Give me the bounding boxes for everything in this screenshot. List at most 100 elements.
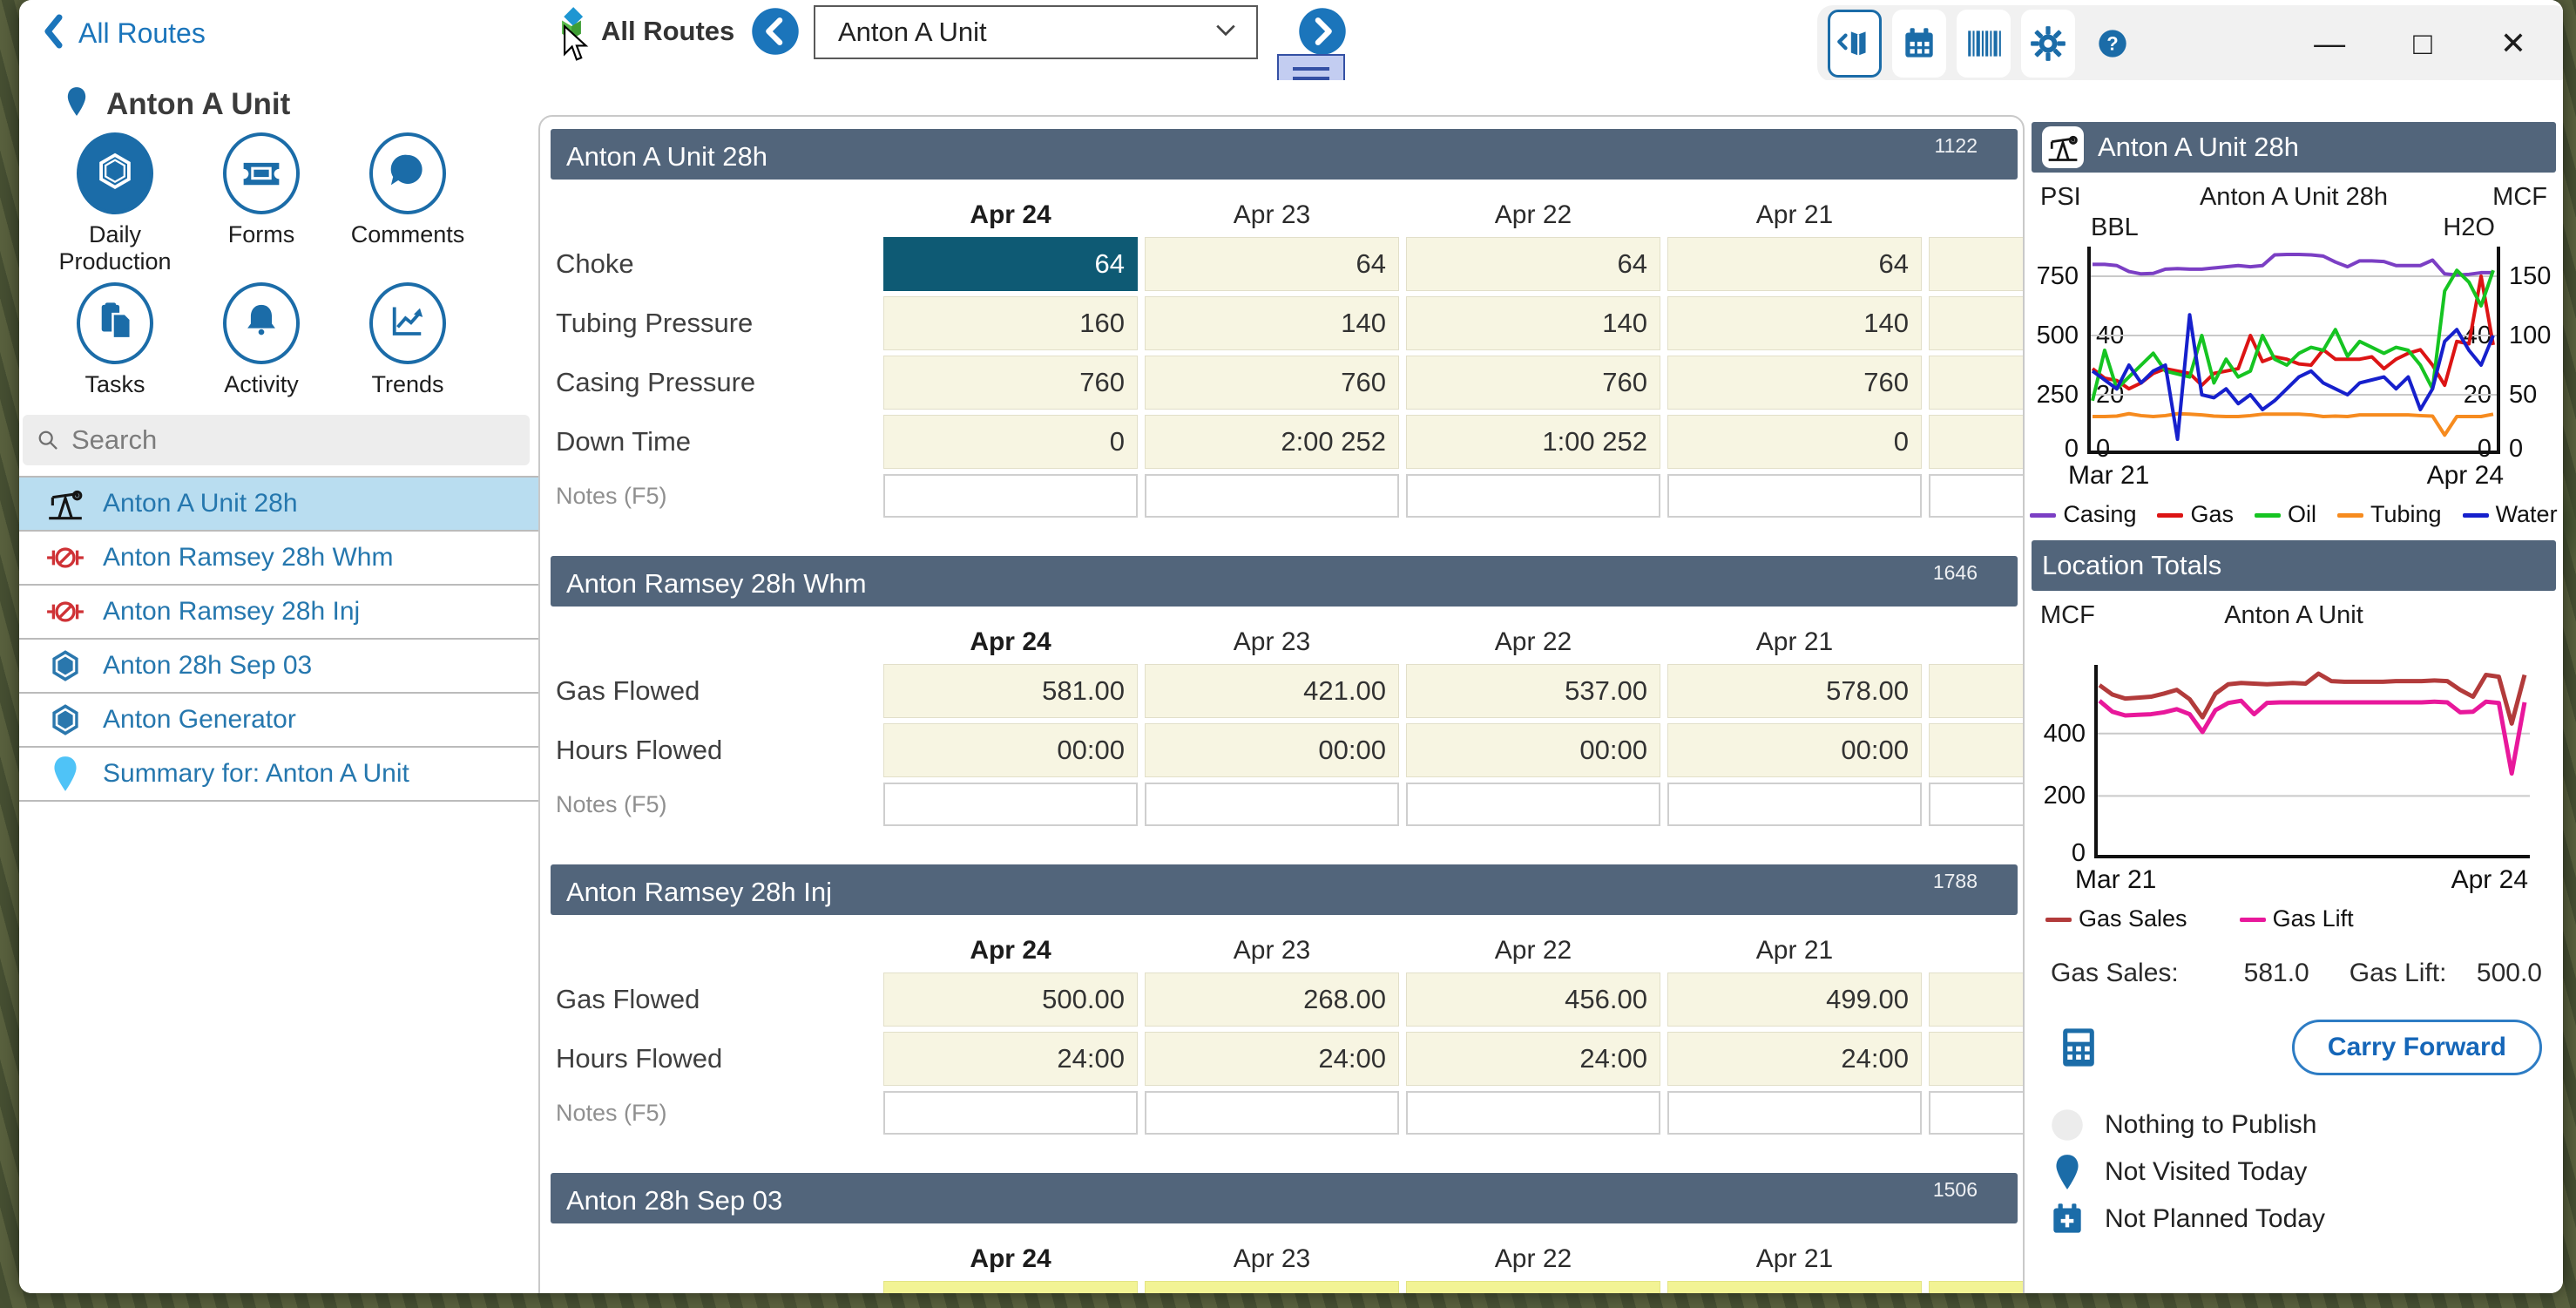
- entry-cell[interactable]: [1667, 1281, 1922, 1293]
- location-dropdown[interactable]: Anton A Unit: [814, 5, 1258, 59]
- value-cell[interactable]: 537.00: [1406, 664, 1660, 718]
- row-label: Gas Flowed: [551, 675, 883, 707]
- sidebar-item-anton-28h-sep-03[interactable]: Anton 28h Sep 03: [19, 640, 538, 694]
- notes-cell[interactable]: [1929, 783, 2025, 826]
- table-row: Down Time02:00 2521:00 2520: [551, 415, 2018, 469]
- notes-cell[interactable]: [1145, 474, 1399, 518]
- section-badge: 1788: [1933, 870, 1978, 893]
- value-cell[interactable]: [1929, 356, 2025, 410]
- gas-sales-value: 581.0: [2179, 959, 2309, 988]
- calendar-button[interactable]: [1892, 10, 1946, 78]
- shortcut-trends[interactable]: Trends: [335, 282, 481, 401]
- value-cell[interactable]: [1929, 723, 2025, 777]
- value-cell[interactable]: 64: [1145, 237, 1399, 291]
- value-cell[interactable]: 00:00: [1145, 723, 1399, 777]
- value-cell[interactable]: 760: [1406, 356, 1660, 410]
- notes-cell[interactable]: [1667, 474, 1922, 518]
- value-cell[interactable]: 456.00: [1406, 973, 1660, 1027]
- value-cell[interactable]: [1929, 1032, 2025, 1086]
- notes-cell[interactable]: [1406, 474, 1660, 518]
- shortcut-comments[interactable]: Comments: [335, 132, 481, 275]
- notes-cell[interactable]: [1406, 1091, 1660, 1135]
- search-input[interactable]: [71, 424, 530, 456]
- value-cell[interactable]: 1:00 252: [1406, 415, 1660, 469]
- value-cell[interactable]: [1929, 415, 2025, 469]
- value-cell[interactable]: 140: [1145, 296, 1399, 350]
- value-cell[interactable]: 24:00: [1406, 1032, 1660, 1086]
- previous-location-button[interactable]: [751, 7, 800, 56]
- sidebar-item-anton-a-unit-28h[interactable]: Anton A Unit 28h: [19, 478, 538, 532]
- value-cell[interactable]: [1929, 973, 2025, 1027]
- map-icon: [1835, 24, 1875, 64]
- notes-cell[interactable]: [1667, 783, 1922, 826]
- value-cell[interactable]: 00:00: [1667, 723, 1922, 777]
- shortcut-daily-production[interactable]: Daily Production: [42, 132, 188, 275]
- value-cell[interactable]: 64: [883, 237, 1138, 291]
- value-cell[interactable]: 0: [883, 415, 1138, 469]
- entry-cell[interactable]: [1145, 1281, 1399, 1293]
- calculator-button[interactable]: [2054, 1023, 2103, 1072]
- value-cell[interactable]: 140: [1667, 296, 1922, 350]
- well-trend-chart: PSIAnton A Unit 28hMCF 7505002500 BBL H2…: [2032, 173, 2556, 528]
- sidebar-item-anton-ramsey-28h-inj[interactable]: Anton Ramsey 28h Inj: [19, 586, 538, 640]
- settings-button[interactable]: [2021, 10, 2075, 78]
- notes-cell[interactable]: [1145, 783, 1399, 826]
- notes-cell[interactable]: [1929, 1091, 2025, 1135]
- section-badge: 1646: [1933, 561, 1978, 585]
- value-cell[interactable]: 140: [1406, 296, 1660, 350]
- value-cell[interactable]: 760: [883, 356, 1138, 410]
- value-cell[interactable]: 268.00: [1145, 973, 1399, 1027]
- next-location-button[interactable]: [1298, 7, 1347, 56]
- value-cell[interactable]: 0: [1667, 415, 1922, 469]
- notes-cell[interactable]: [883, 474, 1138, 518]
- table-row: Notes (F5): [551, 474, 2018, 518]
- barcode-button[interactable]: [1957, 10, 2011, 78]
- notes-cell[interactable]: [883, 1091, 1138, 1135]
- shortcut-forms[interactable]: Forms: [188, 132, 335, 275]
- search-bar[interactable]: [23, 415, 530, 465]
- help-button[interactable]: ?: [2086, 10, 2140, 78]
- notes-cell[interactable]: [1145, 1091, 1399, 1135]
- map-view-button[interactable]: [1828, 10, 1882, 78]
- value-cell[interactable]: 421.00: [1145, 664, 1399, 718]
- back-all-routes-link[interactable]: All Routes: [42, 14, 206, 53]
- value-cell[interactable]: 760: [1667, 356, 1922, 410]
- notes-cell[interactable]: [1929, 474, 2025, 518]
- shortcut-activity[interactable]: Activity: [188, 282, 335, 401]
- entry-cell[interactable]: [1406, 1281, 1660, 1293]
- value-cell[interactable]: 00:00: [883, 723, 1138, 777]
- close-button[interactable]: ✕: [2500, 28, 2526, 59]
- carry-forward-button[interactable]: Carry Forward: [2292, 1020, 2542, 1075]
- value-cell[interactable]: 64: [1406, 237, 1660, 291]
- notes-cell[interactable]: [1406, 783, 1660, 826]
- value-cell[interactable]: 499.00: [1667, 973, 1922, 1027]
- value-cell[interactable]: 578.00: [1667, 664, 1922, 718]
- notes-cell[interactable]: [883, 783, 1138, 826]
- entry-cell[interactable]: [883, 1281, 1138, 1293]
- row-label: Choke: [551, 248, 883, 280]
- value-cell[interactable]: 581.00: [883, 664, 1138, 718]
- value-cell[interactable]: 160: [883, 296, 1138, 350]
- value-cell[interactable]: 2:00 252: [1145, 415, 1399, 469]
- value-cell[interactable]: 500.00: [883, 973, 1138, 1027]
- notes-cell[interactable]: [1667, 1091, 1922, 1135]
- value-cell[interactable]: 24:00: [1145, 1032, 1399, 1086]
- shortcut-tasks[interactable]: Tasks: [42, 282, 188, 401]
- value-cell[interactable]: 64: [1667, 237, 1922, 291]
- value-cell[interactable]: [1929, 664, 2025, 718]
- sidebar-item-summary-for-anton-a-unit[interactable]: Summary for: Anton A Unit: [19, 748, 538, 802]
- value-cell[interactable]: 00:00: [1406, 723, 1660, 777]
- value-cell[interactable]: 760: [1145, 356, 1399, 410]
- value-cell[interactable]: [1929, 237, 2025, 291]
- sidebar-item-anton-ramsey-28h-whm[interactable]: Anton Ramsey 28h Whm: [19, 532, 538, 586]
- maximize-button[interactable]: □: [2413, 28, 2432, 59]
- value-cell[interactable]: 24:00: [1667, 1032, 1922, 1086]
- sidebar-item-anton-generator[interactable]: Anton Generator: [19, 694, 538, 748]
- minimize-button[interactable]: —: [2314, 28, 2345, 59]
- date-column-header: Apr 23: [1145, 1244, 1399, 1274]
- barcode-icon: [1964, 24, 2004, 64]
- entry-cell[interactable]: [1929, 1281, 2025, 1293]
- section-anton-ramsey-28h-whm: Anton Ramsey 28h Whm1646Apr 24Apr 23Apr …: [551, 556, 2018, 826]
- value-cell[interactable]: 24:00: [883, 1032, 1138, 1086]
- value-cell[interactable]: [1929, 296, 2025, 350]
